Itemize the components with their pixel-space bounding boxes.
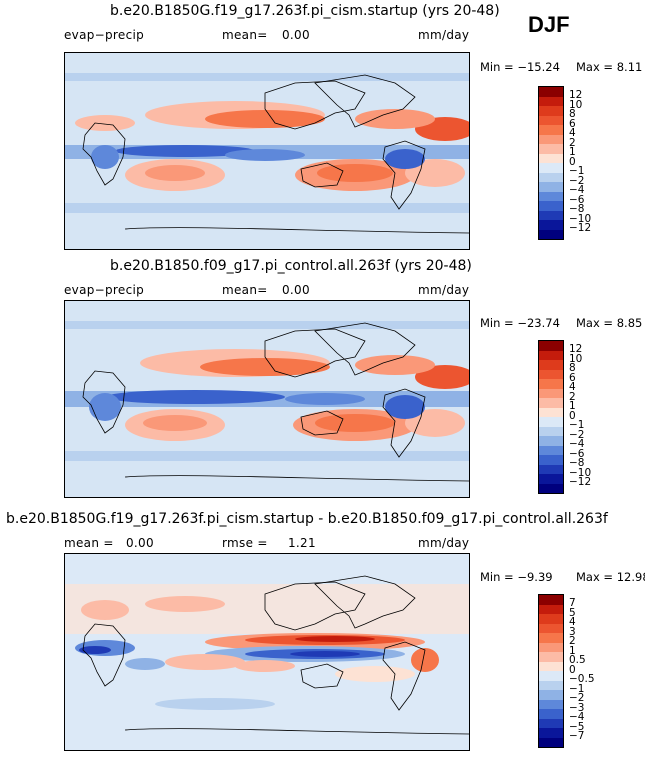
panel3-mean-label: mean = xyxy=(64,536,114,550)
panel2-colorbar-labels: 12 10 8 6 4 2 1 0 −1 −2 −4 −6 −8 −10 −12 xyxy=(569,343,592,488)
panel2-min: Min = −23.74 xyxy=(480,316,560,330)
panel2-mean-label: mean= xyxy=(222,283,268,297)
panel2-title: b.e20.B1850.f09_g17.pi_control.all.263f … xyxy=(110,258,472,274)
panel2-max: Max = 8.85 xyxy=(576,316,643,330)
season-label: DJF xyxy=(528,12,570,37)
panel2-mean-value: 0.00 xyxy=(282,283,310,297)
panel1-colorbar xyxy=(538,86,564,240)
panel3-title: b.e20.B1850G.f19_g17.263f.pi_cism.startu… xyxy=(6,511,608,527)
panel1-map xyxy=(64,52,470,250)
panel2-variable: evap−precip xyxy=(64,283,145,297)
panel3-rmse-value: 1.21 xyxy=(288,536,316,550)
panel2-map xyxy=(64,300,470,498)
panel3-map xyxy=(64,553,470,751)
panel3-colorbar-labels: 7 5 4 3 2 1 0.5 0 −0.5 −1 −2 −3 −4 −5 −7 xyxy=(569,597,595,742)
panel1-mean-label: mean= xyxy=(222,28,268,42)
panel1-variable: evap−precip xyxy=(64,28,145,42)
panel3-mean-value: 0.00 xyxy=(126,536,154,550)
panel3-min: Min = −9.39 xyxy=(480,570,553,584)
panel3-rmse-label: rmse = xyxy=(222,536,268,550)
panel1-mean-value: 0.00 xyxy=(282,28,310,42)
panel1-min: Min = −15.24 xyxy=(480,60,560,74)
panel1-colorbar-labels: 12 10 8 6 4 2 1 0 −1 −2 −4 −6 −8 −10 −12 xyxy=(569,89,592,234)
panel3-colorbar xyxy=(538,594,564,748)
panel2-units: mm/day xyxy=(418,283,470,297)
panel1-units: mm/day xyxy=(418,28,470,42)
panel3-units: mm/day xyxy=(418,536,470,550)
panel2-colorbar xyxy=(538,340,564,494)
panel3-max: Max = 12.98 xyxy=(576,570,645,584)
panel1-max: Max = 8.11 xyxy=(576,60,643,74)
panel1-title: b.e20.B1850G.f19_g17.263f.pi_cism.startu… xyxy=(110,3,500,19)
